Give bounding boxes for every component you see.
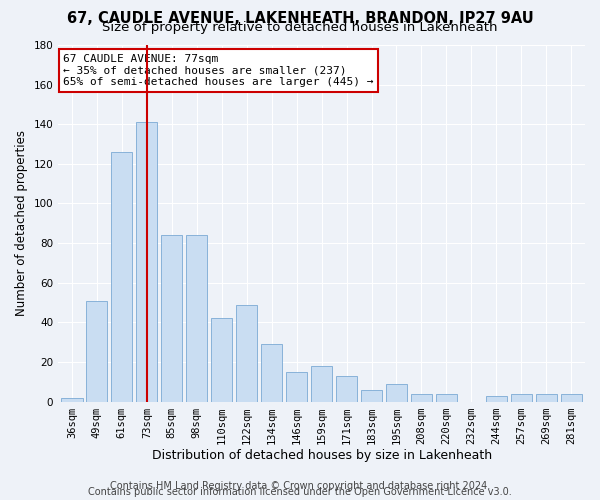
Bar	[61, 398, 83, 402]
Bar	[560, 394, 582, 402]
Bar	[236, 304, 257, 402]
Text: Size of property relative to detached houses in Lakenheath: Size of property relative to detached ho…	[102, 22, 498, 35]
Bar	[386, 384, 407, 402]
Bar	[136, 122, 157, 402]
Bar	[511, 394, 532, 402]
Text: 67 CAUDLE AVENUE: 77sqm
← 35% of detached houses are smaller (237)
65% of semi-d: 67 CAUDLE AVENUE: 77sqm ← 35% of detache…	[64, 54, 374, 87]
Text: Contains public sector information licensed under the Open Government Licence v3: Contains public sector information licen…	[88, 487, 512, 497]
Bar	[436, 394, 457, 402]
Bar	[361, 390, 382, 402]
X-axis label: Distribution of detached houses by size in Lakenheath: Distribution of detached houses by size …	[152, 450, 491, 462]
Bar	[186, 235, 208, 402]
Bar	[336, 376, 357, 402]
Text: 67, CAUDLE AVENUE, LAKENHEATH, BRANDON, IP27 9AU: 67, CAUDLE AVENUE, LAKENHEATH, BRANDON, …	[67, 11, 533, 26]
Bar	[261, 344, 282, 402]
Bar	[311, 366, 332, 402]
Y-axis label: Number of detached properties: Number of detached properties	[15, 130, 28, 316]
Bar	[286, 372, 307, 402]
Bar	[86, 300, 107, 402]
Bar	[211, 318, 232, 402]
Bar	[111, 152, 133, 402]
Bar	[411, 394, 432, 402]
Bar	[161, 235, 182, 402]
Bar	[536, 394, 557, 402]
Text: Contains HM Land Registry data © Crown copyright and database right 2024.: Contains HM Land Registry data © Crown c…	[110, 481, 490, 491]
Bar	[486, 396, 507, 402]
